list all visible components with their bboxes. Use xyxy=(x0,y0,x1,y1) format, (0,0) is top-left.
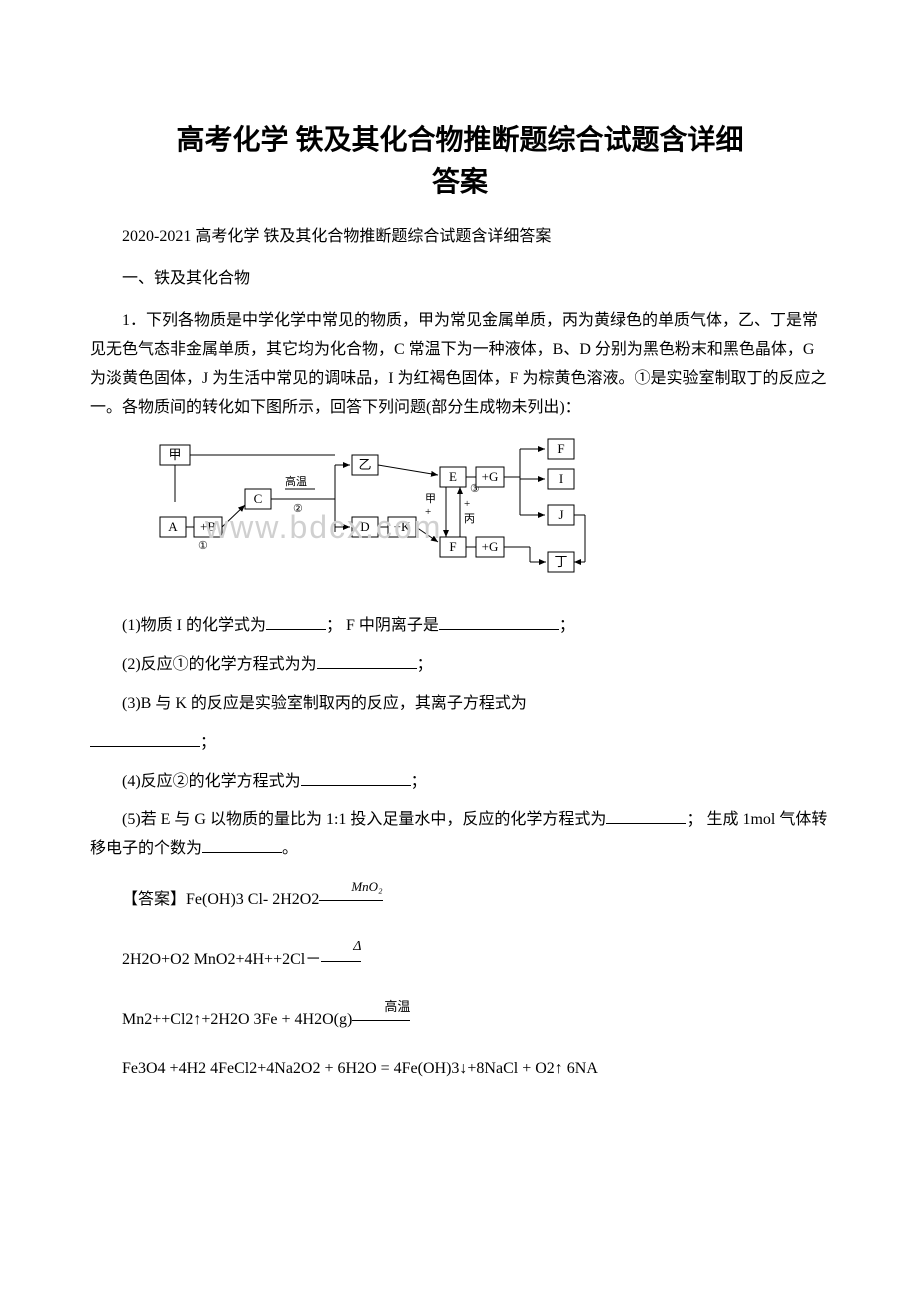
frac-top: 高温 xyxy=(352,994,410,1020)
section-heading: 一、铁及其化合物 xyxy=(90,266,830,292)
blank xyxy=(301,770,411,786)
q2-prefix: (2)反应①的化学方程式为为 xyxy=(122,656,317,673)
question-4: (4)反应②的化学方程式为 ； xyxy=(90,768,830,797)
answer-line-2: 2H2O+O2 MnO2+4H++2Cl－Δ xyxy=(90,933,830,988)
q1-mid: ； F 中阴离子是 xyxy=(326,617,439,634)
q2-suffix: ； xyxy=(417,656,433,673)
frac-bottom xyxy=(352,1020,410,1047)
ans3: Mn2++Cl2↑+2H2O 3Fe + 4H2O(g) xyxy=(122,1011,352,1028)
box-g1: +G xyxy=(482,469,499,484)
box-c: C xyxy=(254,491,263,506)
label-plus2: + xyxy=(464,498,470,510)
reaction-condition: 高温 xyxy=(352,994,410,1047)
title-line-1: 高考化学 铁及其化合物推断题综合试题含详细 xyxy=(176,125,743,156)
answer-line-1: 【答案】Fe(OH)3 Cl- 2H2O2MnO₂ xyxy=(90,874,830,927)
q1-prefix: (1)物质 I 的化学式为 xyxy=(122,617,266,634)
blank xyxy=(606,808,686,824)
blank xyxy=(90,731,200,747)
diagram-svg: 甲 A +B ① C 高温 ② 乙 D xyxy=(150,437,630,597)
box-a: A xyxy=(168,519,178,534)
frac-bottom xyxy=(321,961,361,988)
box-d: D xyxy=(360,519,369,534)
ans1: Fe(OH)3 Cl- 2H2O2 xyxy=(186,891,319,908)
question-5: (5)若 E 与 G 以物质的量比为 1:1 投入足量水中，反应的化学方程式为；… xyxy=(90,806,830,864)
label-gaowen: 高温 xyxy=(285,474,307,488)
box-g2: +G xyxy=(482,539,499,554)
ans2: 2H2O+O2 MnO2+4H++2Cl－ xyxy=(122,951,321,968)
answer-line-4: Fe3O4 +4H2 4FeCl2+4Na2O2 + 6H2O = 4Fe(OH… xyxy=(90,1053,830,1085)
label-bing: 丙 xyxy=(464,513,475,525)
box-jia: 甲 xyxy=(168,447,181,462)
question-1: (1)物质 I 的化学式为 ； F 中阴离子是 ； xyxy=(90,612,830,641)
blank xyxy=(266,614,326,630)
q3-prefix: (3)B 与 K 的反应是实验室制取丙的反应，其离子方程式为 xyxy=(122,695,527,712)
box-k: +K xyxy=(394,519,411,534)
box-f-upper: F xyxy=(557,441,564,456)
label-circle1: ① xyxy=(198,540,208,552)
frac-top: Δ xyxy=(321,933,361,961)
q1-suffix: ； xyxy=(559,617,575,634)
blank xyxy=(202,837,282,853)
label-circle2: ② xyxy=(293,503,303,515)
page-title: 高考化学 铁及其化合物推断题综合试题含详细 答案 xyxy=(90,120,830,204)
reaction-condition: Δ xyxy=(321,933,361,988)
label-plus1: + xyxy=(425,506,431,518)
question-3: (3)B 与 K 的反应是实验室制取丙的反应，其离子方程式为 xyxy=(90,690,830,719)
box-j: J xyxy=(558,507,563,522)
label-jia2: 甲 xyxy=(425,493,436,505)
answer-line-3: Mn2++Cl2↑+2H2O 3Fe + 4H2O(g)高温 xyxy=(90,994,830,1047)
intro-paragraph: 1．下列各物质是中学化学中常见的物质，甲为常见金属单质，丙为黄绿色的单质气体，乙… xyxy=(90,307,830,422)
box-f-lower: F xyxy=(449,539,456,554)
frac-bottom xyxy=(319,900,382,927)
box-yi: 乙 xyxy=(358,457,371,472)
answer-label: 【答案】 xyxy=(122,891,186,908)
flow-diagram: www.bdcx.com 甲 A +B ① C 高温 ② xyxy=(150,437,830,597)
reaction-condition: MnO₂ xyxy=(319,874,382,927)
q5-suffix: 。 xyxy=(282,840,298,857)
q4-prefix: (4)反应②的化学方程式为 xyxy=(122,773,301,790)
q4-suffix: ； xyxy=(411,773,427,790)
subtitle: 2020-2021 高考化学 铁及其化合物推断题综合试题含详细答案 xyxy=(90,224,830,250)
box-ding: 丁 xyxy=(554,554,567,569)
blank xyxy=(439,614,559,630)
ans4: Fe3O4 +4H2 4FeCl2+4Na2O2 + 6H2O = 4Fe(OH… xyxy=(122,1060,598,1077)
frac-top: MnO₂ xyxy=(319,874,382,900)
q5-prefix: (5)若 E 与 G 以物质的量比为 1:1 投入足量水中，反应的化学方程式为 xyxy=(122,811,606,828)
question-3-cont: ； xyxy=(90,729,830,758)
blank xyxy=(317,653,417,669)
box-i: I xyxy=(559,471,563,486)
question-2: (2)反应①的化学方程式为为 ； xyxy=(90,651,830,680)
box-e: E xyxy=(449,469,457,484)
box-b: +B xyxy=(200,519,216,534)
q3-suffix: ； xyxy=(200,734,216,751)
title-line-2: 答案 xyxy=(432,167,488,198)
